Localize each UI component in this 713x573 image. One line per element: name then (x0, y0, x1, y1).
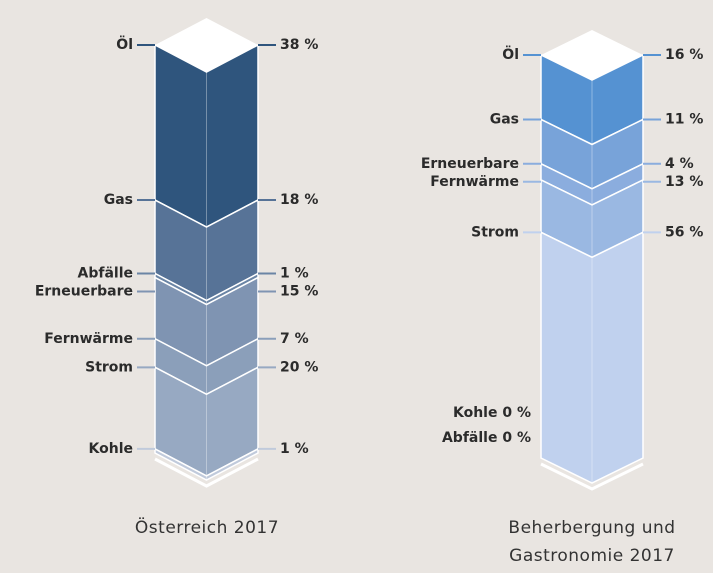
value-label: 56 % (665, 224, 703, 240)
value-label: 15 % (280, 283, 318, 299)
category-label: Kohle (89, 441, 133, 457)
zero-label: Kohle 0 % (453, 405, 531, 421)
value-label: 20 % (280, 359, 318, 375)
category-label: Strom (85, 359, 133, 375)
column-base (154, 457, 259, 488)
zero-label: Abfälle 0 % (442, 430, 531, 446)
category-label: Fernwärme (44, 331, 133, 347)
value-label: 1 % (280, 265, 309, 281)
value-label: 16 % (665, 47, 703, 63)
category-label: Strom (471, 224, 519, 240)
value-label: 7 % (280, 331, 309, 347)
category-label: Abfälle (78, 265, 134, 281)
category-label: Fernwärme (430, 174, 519, 190)
category-label: Abfälle (442, 430, 498, 446)
segment (540, 231, 644, 484)
category-label: Kohle (453, 405, 497, 421)
value-label: 4 % (665, 156, 694, 172)
column-base (540, 462, 644, 491)
value-label: 0 % (502, 405, 531, 421)
category-label: Erneuerbare (421, 156, 519, 172)
category-label: Erneuerbare (35, 283, 133, 299)
value-label: 38 % (280, 37, 318, 53)
category-label: Gas (490, 111, 519, 127)
segment (154, 447, 259, 481)
value-label: 18 % (280, 192, 318, 208)
chart-title: Österreich 2017 (134, 518, 280, 538)
category-label: Öl (116, 35, 133, 53)
value-label: 0 % (502, 430, 531, 446)
value-label: 13 % (665, 174, 703, 190)
chart-title: Beherbergung und Gastronomie 2017 (508, 518, 676, 566)
category-label: Öl (502, 45, 519, 63)
value-label: 1 % (280, 441, 309, 457)
value-label: 11 % (665, 111, 703, 127)
category-label: Gas (104, 192, 133, 208)
